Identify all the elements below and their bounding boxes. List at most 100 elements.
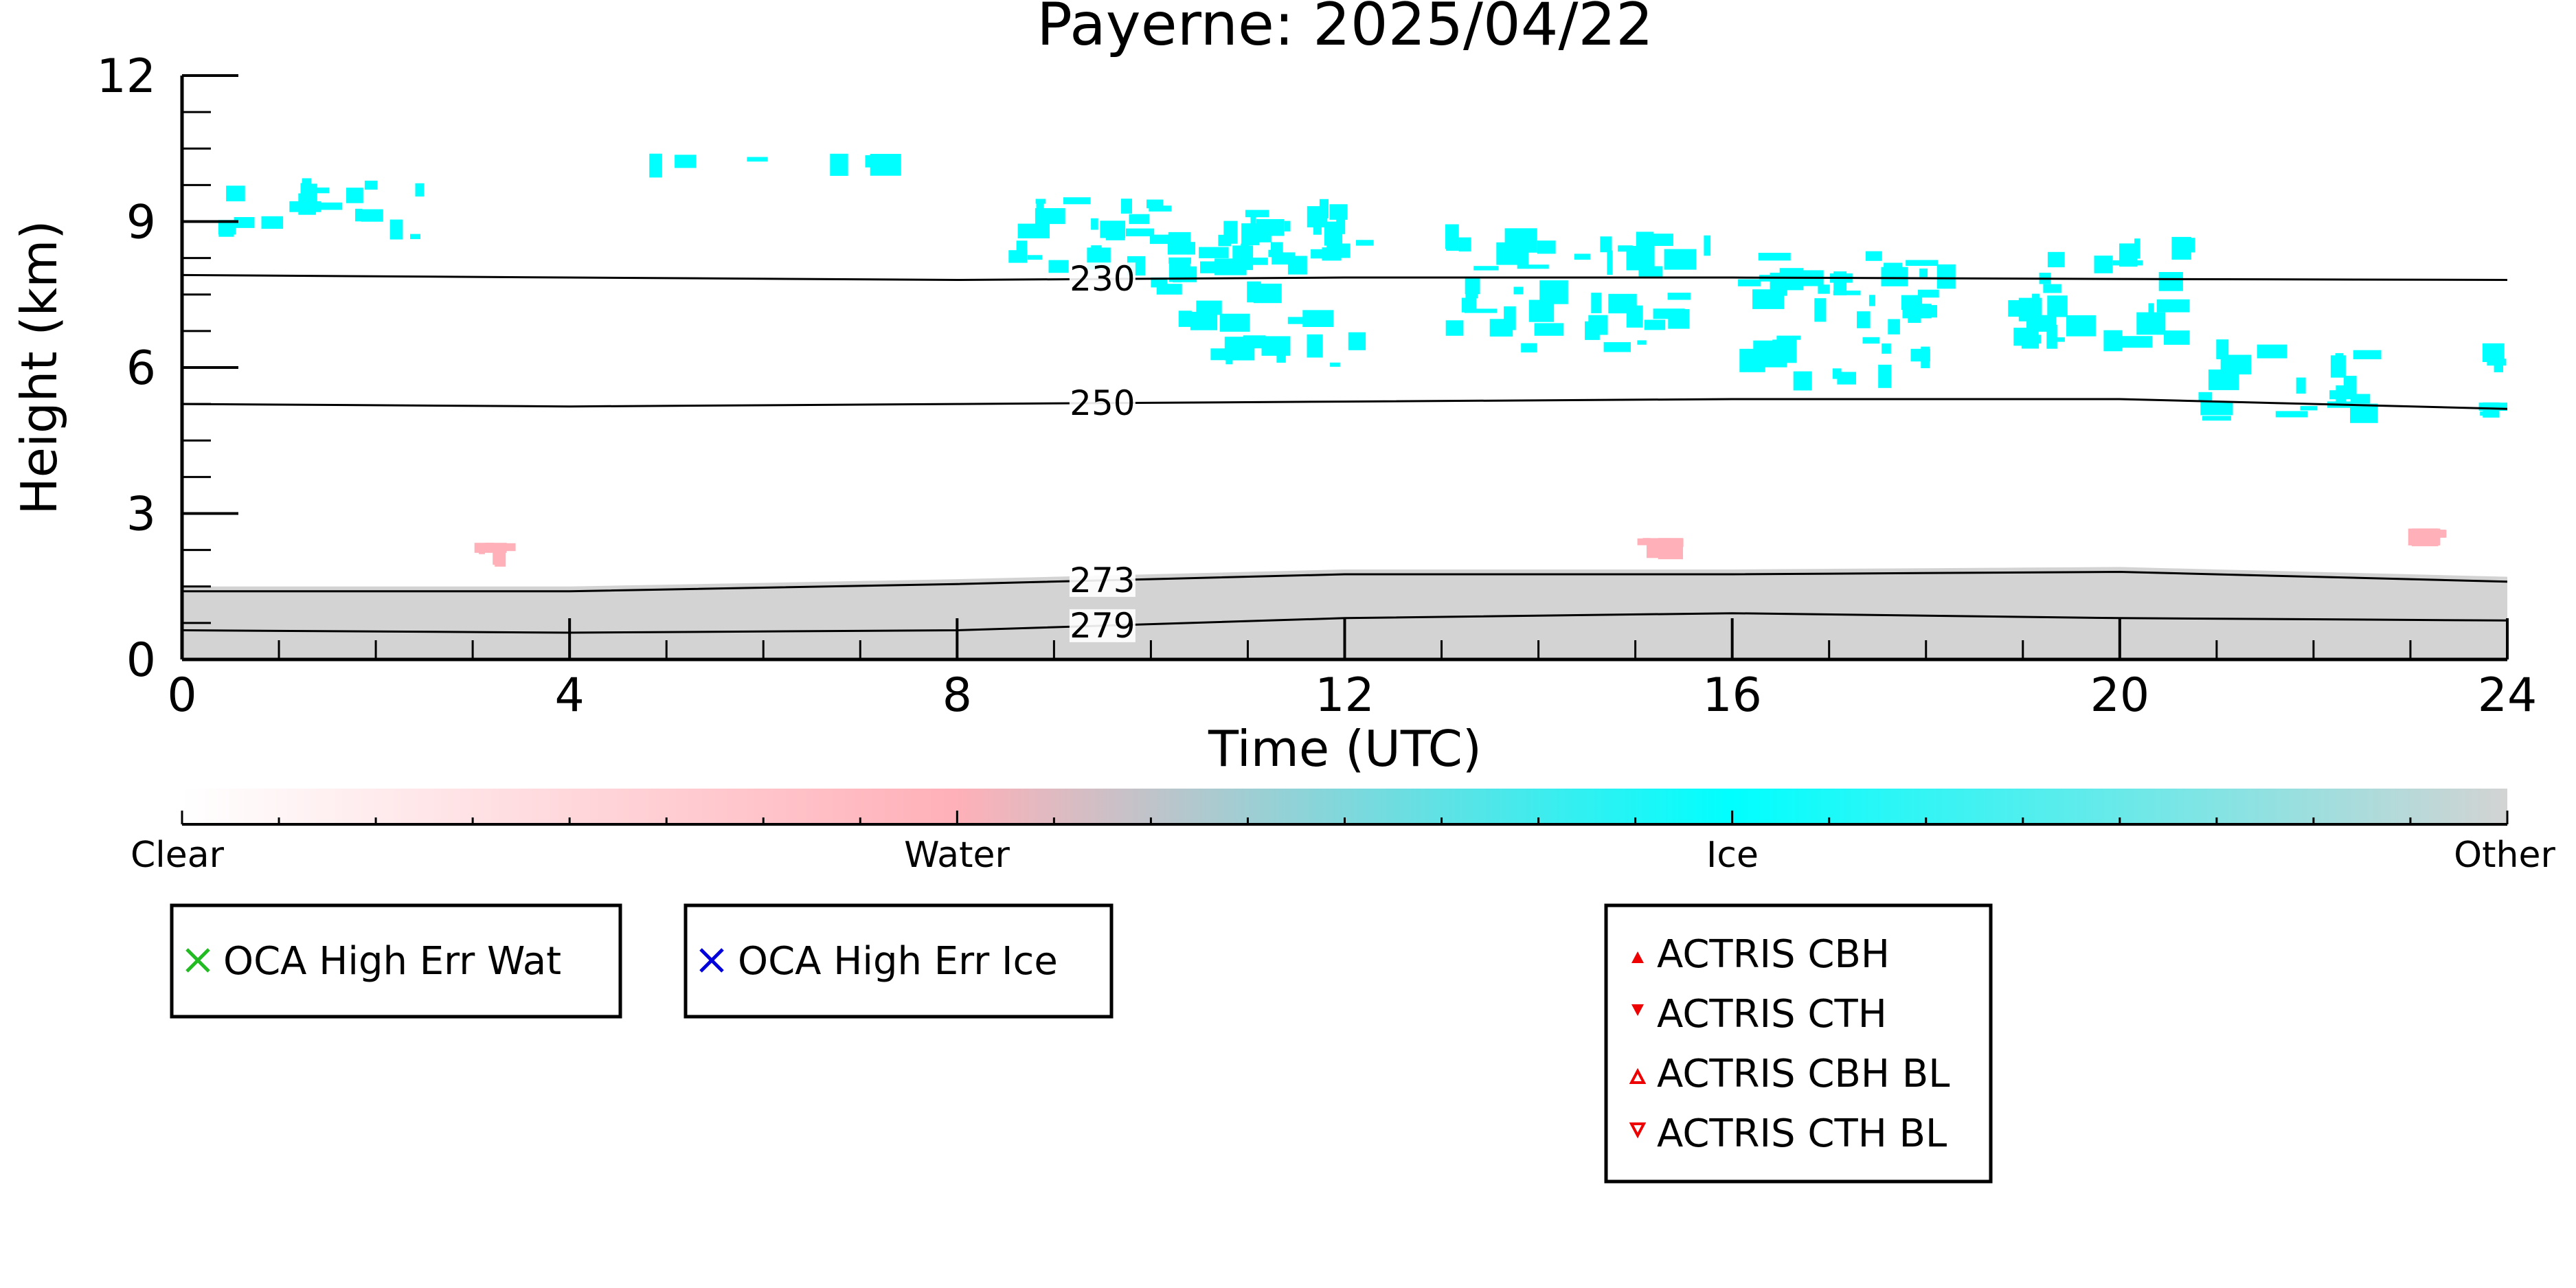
ice-cloud-patch: [2066, 315, 2096, 337]
ice-cloud-patch: [261, 216, 284, 229]
ice-cloud-patch: [1284, 221, 1291, 231]
ice-cloud-patch: [1776, 335, 1801, 340]
ice-cloud-patch: [2353, 350, 2382, 359]
x-axis-label: Time (UTC): [1208, 720, 1482, 778]
y-axis-label: Height (km): [10, 221, 68, 515]
x-tick-label: 12: [1315, 668, 1375, 723]
ice-cloud-patch: [1818, 284, 1830, 294]
ice-cloud-patch: [1250, 258, 1268, 265]
legend-label-oca-water: OCA High Err Wat: [223, 939, 561, 984]
ice-cloud-patch: [830, 153, 848, 176]
ice-cloud-patch: [2487, 359, 2507, 366]
ice-cloud-patch: [1618, 245, 1633, 252]
ice-cloud-patch: [865, 155, 877, 168]
ice-cloud-patch: [1313, 221, 1322, 235]
x-tick-label: 8: [942, 668, 972, 723]
ice-cloud-patch: [318, 202, 343, 210]
ice-cloud-patch: [1445, 224, 1459, 249]
contour-line-230: [182, 273, 2507, 282]
contour-line-273: [182, 570, 2507, 593]
ice-cloud-patch: [1528, 300, 1555, 322]
ice-cloud-patch: [1574, 253, 1590, 260]
ice-cloud-patch: [1271, 242, 1283, 258]
ice-cloud-patch: [1650, 234, 1673, 246]
contour-label-230: 230: [1070, 259, 1135, 299]
ice-cloud-patch: [2156, 299, 2190, 313]
ice-cloud-patch: [1537, 240, 1556, 254]
ice-cloud-patch: [1534, 323, 1564, 336]
ice-cloud-patch: [1214, 258, 1247, 275]
contour-label-bg: [1069, 262, 1136, 296]
ice-cloud-patch: [1862, 337, 1880, 344]
ice-cloud-patch: [2112, 260, 2143, 266]
ice-cloud-patch: [1868, 295, 1875, 306]
ice-cloud-patch: [675, 155, 697, 168]
ice-cloud-patch: [2148, 303, 2154, 319]
ice-cloud-patch: [2350, 403, 2378, 423]
y-tick-label: 3: [126, 488, 156, 542]
y-tick-label: 6: [126, 341, 156, 396]
legend-label-oca-ice: OCA High Err Ice: [738, 939, 1058, 984]
ice-cloud-patch: [2220, 354, 2252, 375]
classification-colorbar: Clear Water Ice Other: [131, 789, 2555, 876]
water-cloud-patch: [485, 543, 494, 551]
ice-cloud-patch: [747, 157, 768, 162]
legend-label-actris-cbh-bl: ACTRIS CBH BL: [1657, 1052, 1950, 1096]
ice-cloud-patch: [1882, 343, 1891, 354]
ice-cloud-patch: [1149, 205, 1172, 212]
contour-label-bg: [1069, 563, 1136, 597]
ice-cloud-patch: [1287, 317, 1310, 324]
triangle-up-open-icon: [1629, 1067, 1647, 1084]
triangle-down-open-icon: [1629, 1122, 1647, 1139]
ice-cloud-patch: [1048, 260, 1069, 273]
contour-273: 273: [182, 561, 2507, 600]
ice-cloud-patch: [2335, 353, 2344, 373]
ice-cloud-patch: [1739, 348, 1765, 372]
x-tick-label: 20: [2090, 668, 2150, 723]
ice-cloud-patch: [1210, 348, 1234, 361]
legend-actris: ACTRIS CBH ACTRIS CTH ACTRIS CBH BL ACTR…: [1604, 903, 1993, 1184]
ice-cloud-patch: [1626, 305, 1643, 328]
ice-cloud-patch: [1035, 199, 1046, 204]
water-cloud-layer: [474, 528, 2447, 567]
ice-cloud-patch: [361, 209, 383, 222]
plot-axes: 0 4 8 12 16 20 24 0 3 6 9 12: [96, 49, 2537, 723]
triangle-down-filled-icon: [1631, 1004, 1644, 1016]
ice-cloud-patch: [1258, 289, 1265, 300]
legend-label-actris-cth-bl: ACTRIS CTH BL: [1657, 1111, 1947, 1156]
ice-cloud-patch: [1464, 308, 1498, 313]
ice-cloud-patch: [1035, 208, 1065, 225]
ice-cloud-patch: [2329, 390, 2353, 400]
legend-box-actris: [1604, 903, 1993, 1184]
contour-label-250: 250: [1070, 383, 1135, 423]
ice-cloud-patch: [2296, 377, 2306, 394]
ice-cloud-patch: [2482, 343, 2505, 362]
ice-cloud-patch: [1150, 234, 1169, 245]
ice-cloud-patch: [1919, 268, 1928, 278]
ice-cloud-patch: [2275, 411, 2308, 418]
ice-cloud-patch: [1250, 225, 1272, 242]
ice-cloud-patch: [2032, 293, 2040, 303]
ice-cloud-patch: [1637, 340, 1647, 345]
ice-cloud-patch: [1603, 342, 1631, 352]
contour-line-250: [182, 398, 2507, 410]
water-cloud-1: [1637, 538, 1684, 560]
ice-cloud-patch: [1814, 298, 1827, 322]
ice-cloud-patch: [1878, 364, 1892, 388]
ice-cloud-patch: [1752, 289, 1784, 309]
ice-cloud-patch: [1017, 223, 1050, 238]
x-marker-icon: [699, 948, 724, 973]
ice-cloud-patch: [2183, 238, 2195, 253]
ice-cloud-patch: [302, 178, 311, 188]
ice-cloud-patch: [2094, 256, 2113, 273]
triangle-up-filled-icon: [1631, 951, 1644, 963]
ice-cloud-patch: [1200, 261, 1218, 273]
ice-cloud-patch: [2202, 416, 2231, 421]
x-tick-label: 0: [167, 668, 196, 723]
ice-cloud-patch: [1324, 221, 1343, 246]
ice-cloud-patch: [1182, 260, 1190, 268]
water-cloud-0: [474, 543, 516, 567]
ice-cloud-patch: [1668, 309, 1690, 329]
ice-cloud-patch: [389, 219, 403, 240]
ice-cloud-patch: [2350, 394, 2371, 404]
